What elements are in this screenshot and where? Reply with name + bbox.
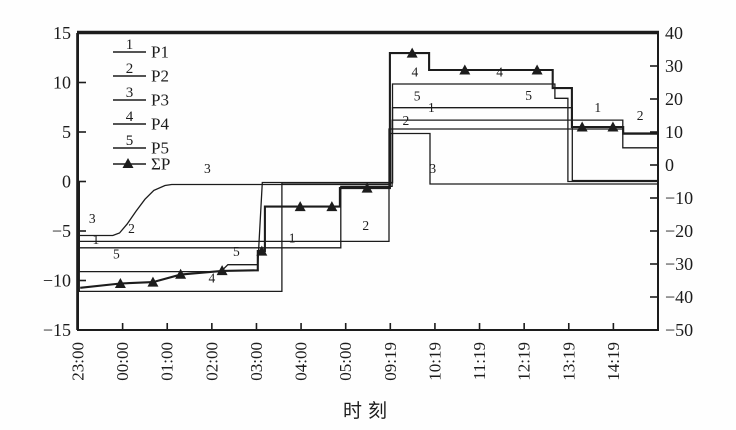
left-tick-label: 5 (62, 122, 71, 142)
legend-key: 3 (126, 85, 134, 101)
curve-label-5: 5 (233, 244, 240, 259)
x-tick-label: 11:19 (470, 342, 489, 380)
legend-label: P5 (151, 139, 169, 158)
x-tick-label: 09:19 (381, 342, 400, 381)
x-axis-title: 时刻 (342, 401, 393, 422)
curve-label-5: 5 (525, 88, 532, 103)
right-tick-label: 0 (665, 155, 674, 175)
sigma-marker-triangle (326, 201, 338, 212)
right-tick-label: 40 (665, 23, 683, 43)
right-tick-label: 10 (665, 122, 683, 142)
series-P3 (78, 132, 658, 237)
right-tick-label: 20 (665, 89, 683, 109)
legend-item-P2: 2 P2 (113, 61, 169, 86)
curve-label-5: 5 (113, 247, 120, 262)
right-tick-label: −20 (665, 221, 693, 241)
series-lines (78, 47, 658, 293)
curve-label-2: 2 (128, 221, 135, 236)
legend-label: P2 (151, 67, 169, 86)
legend-item-P1: 1 P1 (113, 37, 169, 62)
series-P4 (78, 83, 658, 293)
sigma-marker-triangle (216, 265, 228, 276)
sigma-marker-triangle (607, 121, 619, 132)
curve-label-4: 4 (496, 65, 503, 80)
left-y-axis: 15 10 5 0 −5 −10 −15 (43, 23, 86, 340)
curve-label-2: 2 (403, 113, 410, 128)
sigma-marker-triangle (361, 182, 373, 193)
sigma-marker-triangle (459, 64, 471, 75)
curve-label-1: 1 (92, 232, 99, 247)
legend-item-P5: 5 P5 (113, 133, 169, 158)
right-tick-label: −30 (665, 254, 693, 274)
series-P5 (78, 107, 658, 273)
curve-label-3: 3 (89, 211, 96, 226)
series-P1 (78, 119, 658, 249)
legend-key: 1 (126, 37, 134, 53)
x-tick-label: 14:19 (604, 342, 623, 381)
x-tick-label: 04:00 (292, 342, 311, 381)
x-tick-label: 01:00 (158, 342, 177, 381)
left-tick-label: 15 (53, 23, 71, 43)
left-tick-label: 10 (53, 73, 71, 93)
legend-key: 2 (126, 61, 134, 77)
right-tick-label: −50 (665, 320, 693, 340)
x-tick-label: 05:00 (336, 342, 355, 381)
curve-label-2: 2 (362, 218, 369, 233)
curve-label-2: 2 (637, 108, 644, 123)
sigma-marker-triangle (576, 121, 588, 132)
right-y-axis: 40 30 20 10 0 −10 −20 −30 −40 −50 (650, 23, 693, 340)
right-tick-label: 30 (665, 56, 683, 76)
sigma-marker-triangle (147, 276, 159, 287)
sigma-marker-triangle (294, 201, 306, 212)
legend-label: ΣP (151, 155, 170, 174)
right-tick-label: −10 (665, 188, 693, 208)
left-tick-label: −15 (43, 320, 71, 340)
curve-label-4: 4 (411, 65, 418, 80)
legend-item-P4: 4 P4 (113, 109, 169, 134)
legend-label: P4 (151, 115, 169, 134)
left-tick-label: −5 (52, 221, 71, 241)
x-tick-label: 00:00 (113, 342, 132, 381)
sigma-marker-triangle (406, 47, 418, 58)
x-axis: 23:00 00:00 01:00 02:00 03:00 04:00 05:00 09:19… (69, 323, 623, 381)
sigma-marker-triangle (256, 245, 268, 256)
sigma-marker-triangle (175, 268, 187, 279)
x-tick-label: 13:19 (559, 342, 578, 381)
legend-label: P3 (151, 91, 169, 110)
left-tick-label: −10 (43, 271, 71, 291)
curve-label-1: 1 (428, 100, 435, 115)
x-tick-label: 10:19 (425, 342, 444, 381)
curve-label-3: 3 (204, 161, 211, 176)
legend-label: P1 (151, 43, 169, 62)
curve-label-5: 5 (414, 88, 421, 103)
legend-item-P3: 3 P3 (113, 85, 169, 110)
curve-label-1: 1 (594, 100, 601, 115)
sigma-marker-triangle (531, 64, 543, 75)
curve-label-4: 4 (208, 270, 215, 285)
x-tick-label: 03:00 (247, 342, 266, 381)
sigma-marker-triangle (114, 277, 126, 288)
x-tick-label: 02:00 (202, 342, 221, 381)
left-tick-label: 0 (62, 172, 71, 192)
legend-key: 4 (126, 109, 134, 125)
curve-label-3: 3 (429, 161, 436, 176)
legend-item-ΣP: ΣP (113, 155, 170, 174)
legend-sigma-triangle-icon (122, 158, 134, 168)
legend-key: 5 (126, 133, 134, 149)
curve-label-1: 1 (289, 230, 296, 245)
right-tick-label: −40 (665, 287, 693, 307)
x-tick-label: 12:19 (515, 342, 534, 381)
x-tick-label: 23:00 (69, 342, 88, 381)
